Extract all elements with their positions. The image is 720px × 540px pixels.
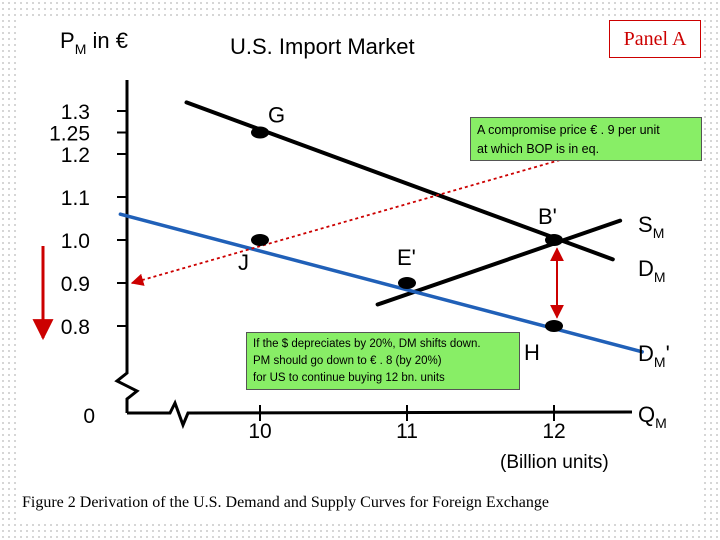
depreciation-note-line-2: PM should go down to € . 8 (by 20%) (253, 355, 442, 367)
depreciation-note-line-1: If the $ depreciates by 20%, DM shifts d… (253, 338, 481, 350)
y-tick-1-25-label: 1.25 (49, 123, 90, 146)
x-unit-label: (Billion units) (500, 452, 609, 473)
compromise-note-line-1: A compromise price € . 9 per unit (477, 123, 660, 137)
compromise-price-arrow (130, 159, 561, 286)
chart-title: U.S. Import Market (230, 34, 415, 59)
x-tick-10-label: 10 (248, 420, 271, 443)
chart: 0.8 0.9 1.0 1.1 1.21.251.3 0 10 11 12 PM in € U.S.… (32, 28, 670, 473)
x-tick-12-label: 12 (542, 420, 565, 443)
point-h-label: H (524, 340, 540, 365)
curve-sm (375, 218, 623, 307)
point-g-marker (251, 126, 269, 139)
point-j-marker (251, 234, 269, 246)
point-b-prime-label: B' (538, 204, 557, 229)
y-tick-0-label: 0 (83, 405, 95, 428)
panel-label: Panel A (609, 20, 701, 58)
curve-label-dm_prime: DM' (638, 341, 670, 370)
y-axis (114, 80, 140, 413)
y-tick-1-0-label: 1.0 (61, 230, 90, 253)
slide: 0.8 0.9 1.0 1.1 1.2 1.25 1.3 0 10 11 12 PM in € U.S.… (20, 20, 700, 520)
point-e-prime-label: E' (397, 245, 416, 270)
y-tick-1-3-label: 1.3 (61, 101, 90, 124)
compromise-price-note: A compromise price € . 9 per unit at whi… (470, 117, 702, 161)
figure-caption: Figure 2 Derivation of the U.S. Demand a… (22, 494, 550, 511)
x-axis-label: QM (638, 402, 667, 431)
point-g-label: G (268, 103, 285, 128)
y-tick-0-9-label: 0.9 (61, 273, 90, 296)
y-axis-label: PM in € (60, 28, 128, 57)
point-e-prime-marker (398, 277, 416, 289)
x-tick-11-label: 11 (396, 420, 418, 443)
curve-label-dm: DM (638, 256, 666, 285)
y-tick-1-2-label: 1.2 (61, 144, 90, 167)
x-axis (127, 399, 633, 430)
curve-label-sm: SM (638, 212, 664, 241)
point-b-prime-marker (545, 234, 563, 246)
compromise-note-line-2: at which BOP is in eq. (477, 142, 600, 156)
point-h-marker (545, 320, 563, 332)
depreciation-note: If the $ depreciates by 20%, DM shifts d… (246, 332, 520, 390)
y-tick-1-1-label: 1.1 (61, 187, 90, 210)
point-j-label: J (238, 250, 249, 275)
depreciation-note-line-3: for US to continue buying 12 bn. units (253, 372, 445, 384)
y-tick-0-8-label: 0.8 (61, 316, 90, 339)
